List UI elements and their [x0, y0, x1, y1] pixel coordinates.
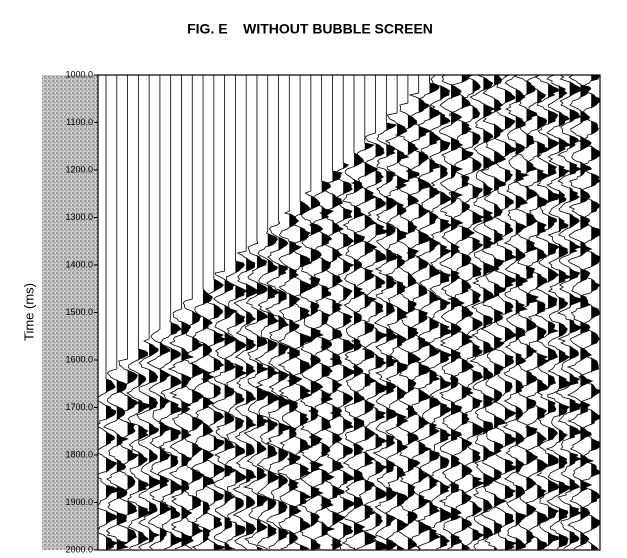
y-tick-label: 2000.0	[65, 544, 93, 554]
y-tick-label: 1100.0	[66, 117, 93, 127]
y-tick-label: 1200.0	[65, 164, 93, 174]
trace-fill	[591, 75, 604, 550]
trace-fill	[343, 75, 354, 550]
y-tick-label: 1600.0	[65, 354, 93, 364]
trace-fill	[171, 75, 183, 550]
trace	[180, 75, 204, 549]
trace	[169, 75, 193, 549]
trace-fill	[494, 75, 506, 550]
trace-fill	[117, 75, 128, 550]
trace	[137, 75, 161, 549]
chart-title: FIG. E WITHOUT BUBBLE SCREEN	[187, 21, 433, 37]
y-tick-label: 1700.0	[65, 402, 93, 412]
chart: FIG. E WITHOUT BUBBLE SCREEN Time (ms) 1…	[0, 0, 627, 558]
trace-fill	[419, 75, 431, 550]
seismic-traces	[93, 75, 604, 550]
y-tick-label: 1900.0	[65, 497, 93, 507]
y-tick-label: 1400.0	[65, 259, 93, 269]
y-tick-label: 1000.0	[65, 69, 93, 79]
trace	[287, 75, 312, 549]
trace-fill	[181, 75, 193, 550]
trace	[104, 75, 128, 549]
trace-fill	[311, 75, 323, 550]
y-tick-label: 1800.0	[65, 449, 93, 459]
y-tick-label: 1500.0	[65, 307, 93, 317]
trace-fill	[279, 75, 291, 550]
trace-fill	[408, 75, 421, 550]
trace-fill	[300, 75, 312, 550]
y-tick-label: 1300.0	[65, 212, 93, 222]
y-axis-label: Time (ms)	[21, 283, 36, 341]
